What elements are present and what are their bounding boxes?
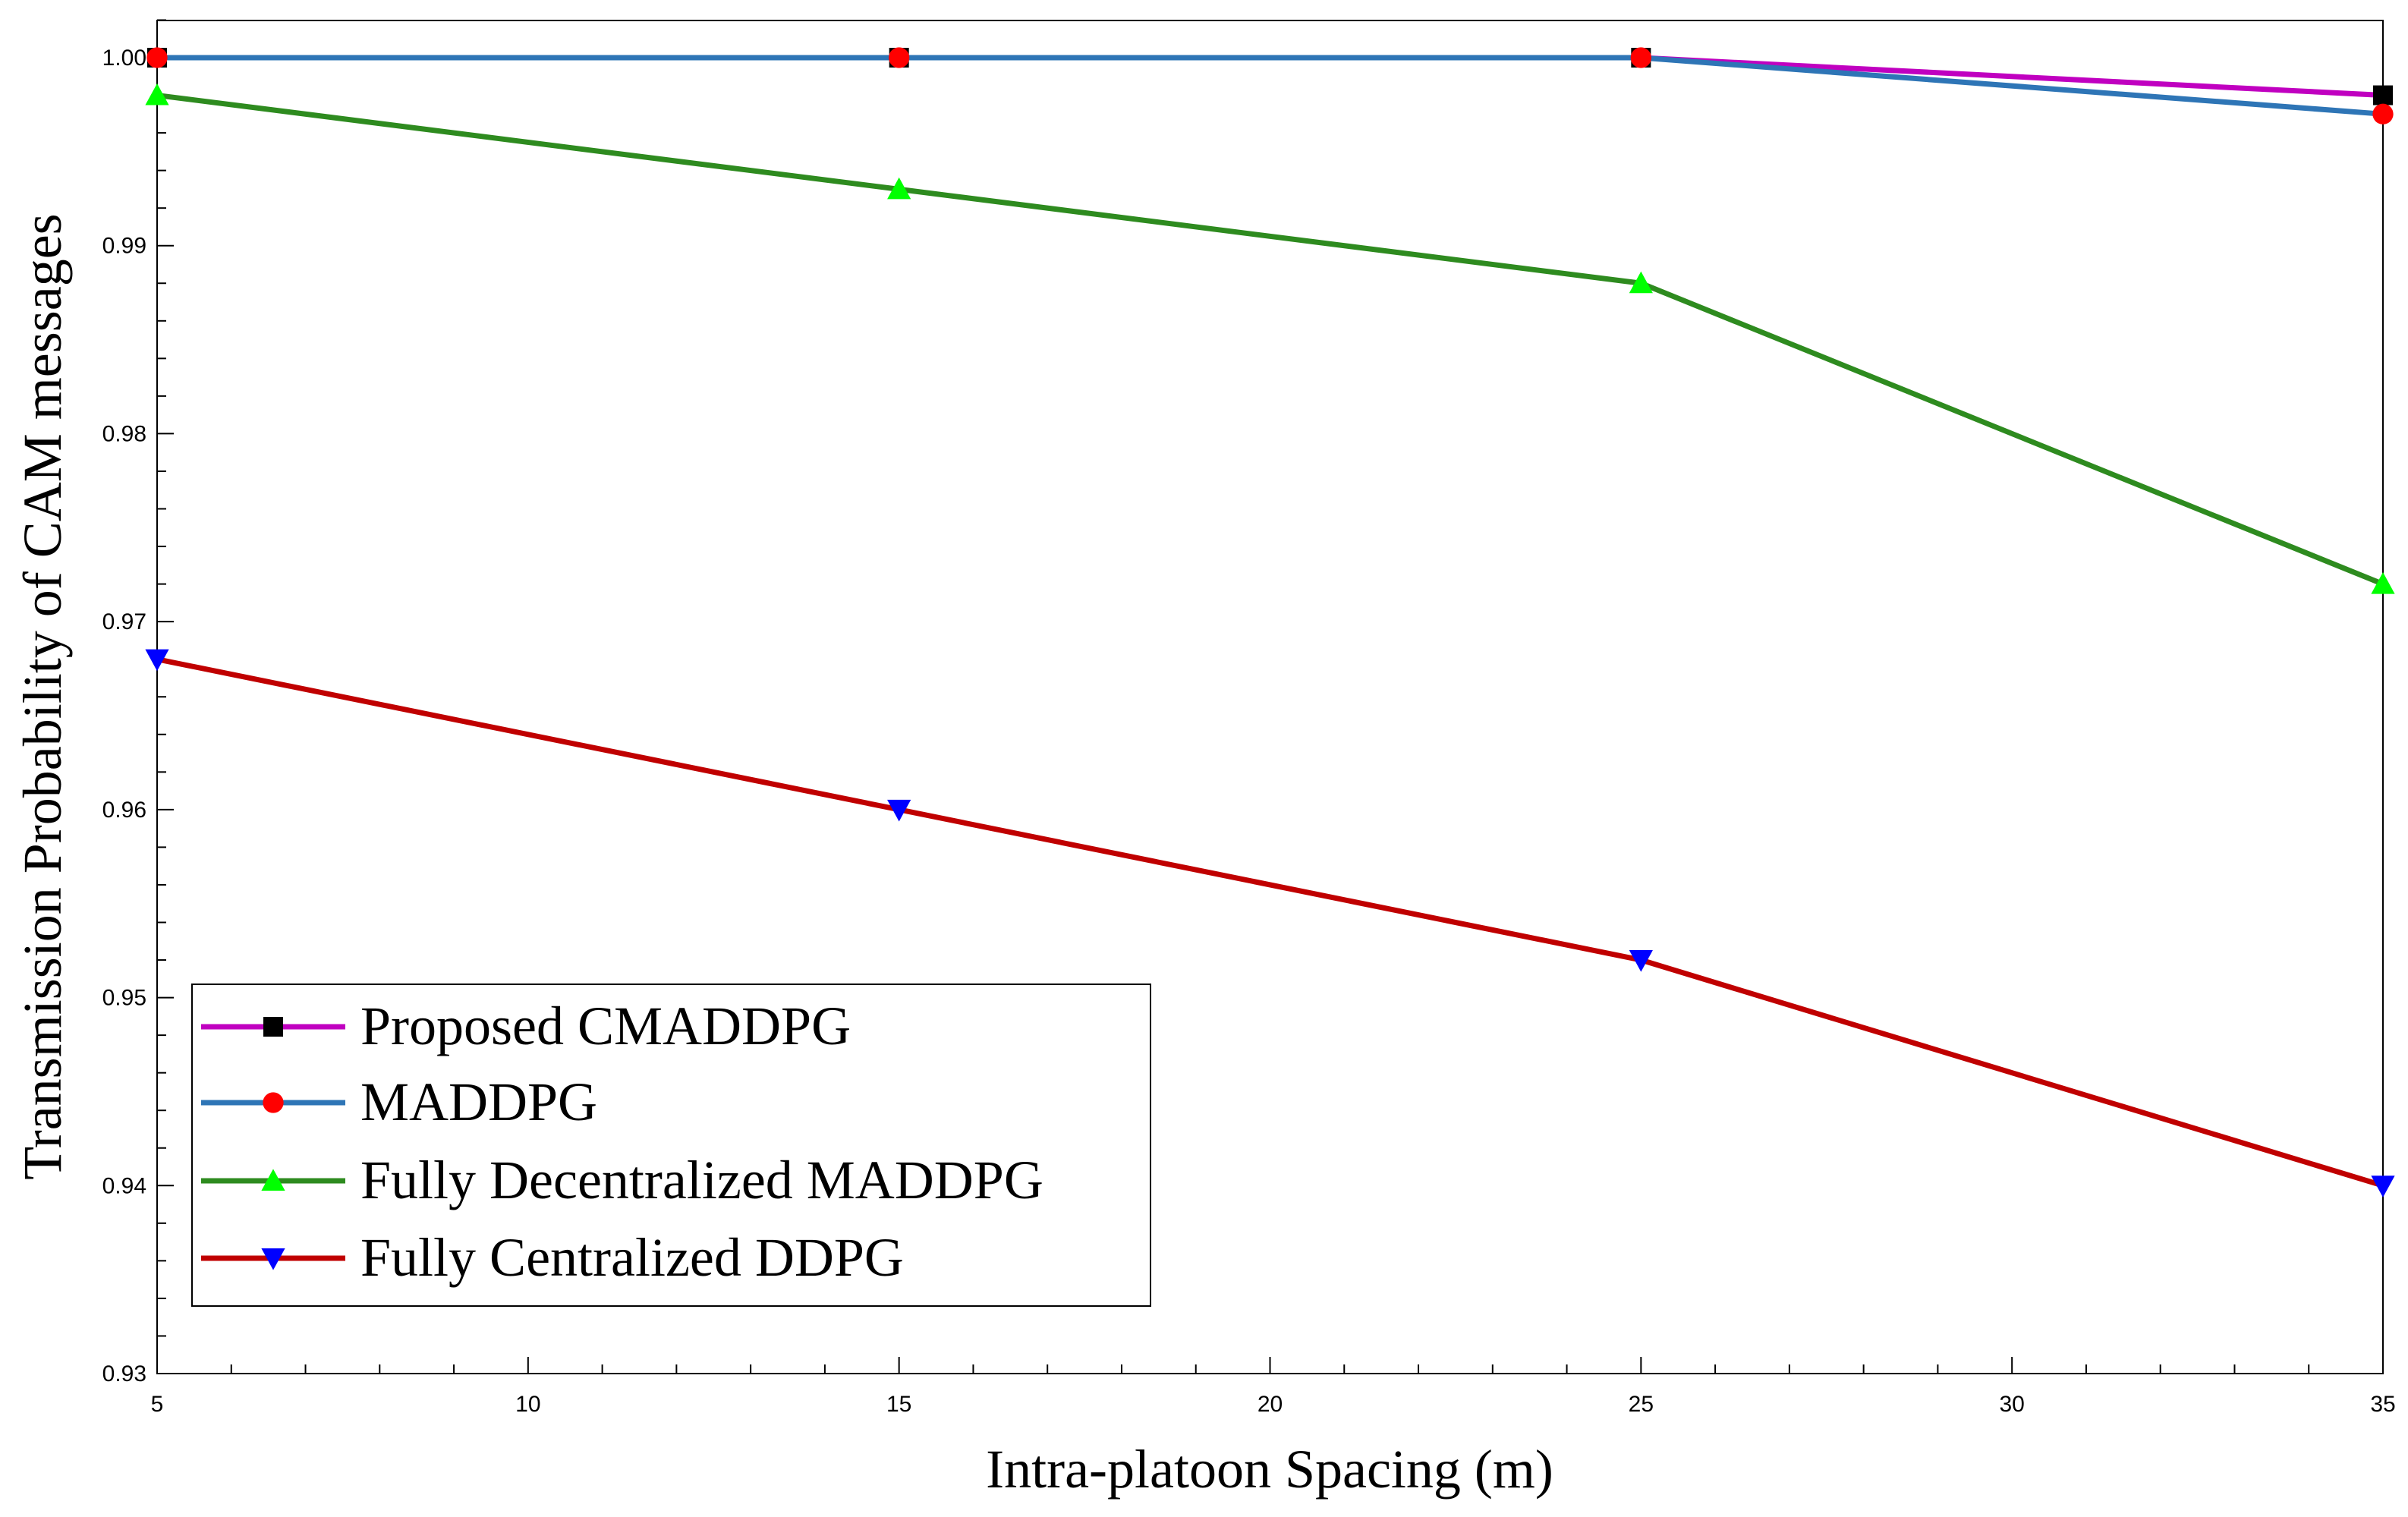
data-point (2372, 103, 2394, 124)
legend-label: Proposed CMADDPG (360, 996, 851, 1056)
series-line-2 (157, 55, 2384, 117)
data-point (2371, 572, 2395, 594)
legend-label: Fully Centralized DDPG (360, 1227, 904, 1288)
y-tick-label: 0.94 (102, 1173, 146, 1198)
series-lines (156, 55, 2384, 1188)
legend-marker (261, 1169, 285, 1191)
legend-label: Fully Decentralized MADDPG (360, 1150, 1043, 1210)
series-markers (145, 47, 2395, 1198)
y-tick-label: 1.00 (102, 46, 146, 71)
y-tick-label: 0.96 (102, 798, 146, 823)
data-point (145, 649, 169, 672)
x-tick-label: 5 (151, 1392, 164, 1417)
legend-label: MADDPG (360, 1072, 597, 1132)
legend-marker (263, 1092, 284, 1113)
legend-marker (263, 1017, 283, 1037)
y-tick-label: 0.95 (102, 986, 146, 1011)
series-line-3 (156, 93, 2384, 587)
data-point (146, 47, 168, 68)
y-tick-label: 0.93 (102, 1361, 146, 1386)
y-axis-title: Transmission Probability of CAM messages (12, 213, 73, 1179)
legend: Proposed CMADDPG MADDPG Fully Decentralize… (191, 984, 1151, 1307)
legend-marker (261, 1248, 285, 1270)
legend-frame (191, 984, 1151, 1307)
x-tick-label: 15 (886, 1392, 911, 1417)
data-point (1630, 47, 1651, 68)
data-point (145, 83, 169, 105)
data-point (2373, 85, 2393, 105)
x-tick-label: 20 (1258, 1392, 1283, 1417)
series-line-4 (156, 656, 2384, 1188)
data-point (887, 799, 911, 822)
x-tick-label: 10 (515, 1392, 540, 1417)
data-point (889, 47, 910, 68)
data-point (2371, 1176, 2395, 1198)
data-point (1629, 271, 1653, 294)
x-tick-label: 35 (2370, 1392, 2395, 1417)
y-tick-label: 0.99 (102, 234, 146, 259)
data-point (887, 177, 911, 200)
x-axis: 5 10 15 20 25 30 35 (151, 1357, 2396, 1417)
y-tick-label: 0.97 (102, 609, 146, 634)
x-axis-title: Intra-platoon Spacing (m) (986, 1439, 1553, 1500)
y-tick-label: 0.98 (102, 421, 146, 446)
data-point (1629, 950, 1653, 972)
x-tick-label: 25 (1629, 1392, 1654, 1417)
x-tick-label: 30 (1999, 1392, 2024, 1417)
y-axis: 0.93 0.94 0.95 0.96 0.97 0.98 0.99 1.00 (102, 19, 174, 1386)
